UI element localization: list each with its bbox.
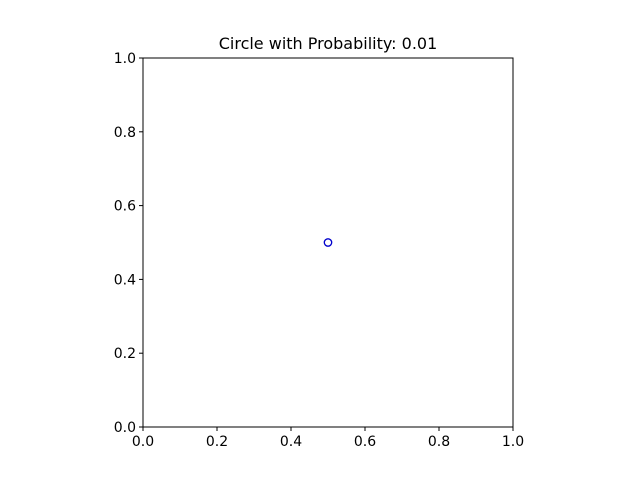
y-tick-label: 0.4 — [114, 272, 136, 288]
y-tick-label: 0.8 — [114, 125, 136, 141]
y-axis: 0.0 0.2 0.4 0.6 0.8 1.0 — [114, 51, 143, 436]
x-axis: 0.0 0.2 0.4 0.6 0.8 1.0 — [132, 427, 524, 450]
chart-title: Circle with Probability: 0.01 — [219, 34, 438, 53]
plot-area — [142, 57, 514, 428]
y-tick-label: 0.2 — [114, 346, 136, 362]
y-tick-label: 0.0 — [114, 420, 136, 436]
x-tick-label: 0.8 — [428, 434, 450, 450]
x-tick-label: 0.4 — [280, 434, 302, 450]
x-tick-label: 0.2 — [206, 434, 228, 450]
x-tick-label: 0.6 — [354, 434, 376, 450]
x-tick-label: 0.0 — [132, 434, 154, 450]
x-tick-label: 1.0 — [502, 434, 524, 450]
circle-point — [323, 238, 333, 247]
y-tick-label: 1.0 — [114, 51, 136, 67]
data-points — [323, 238, 333, 247]
y-tick-label: 0.6 — [114, 199, 136, 215]
